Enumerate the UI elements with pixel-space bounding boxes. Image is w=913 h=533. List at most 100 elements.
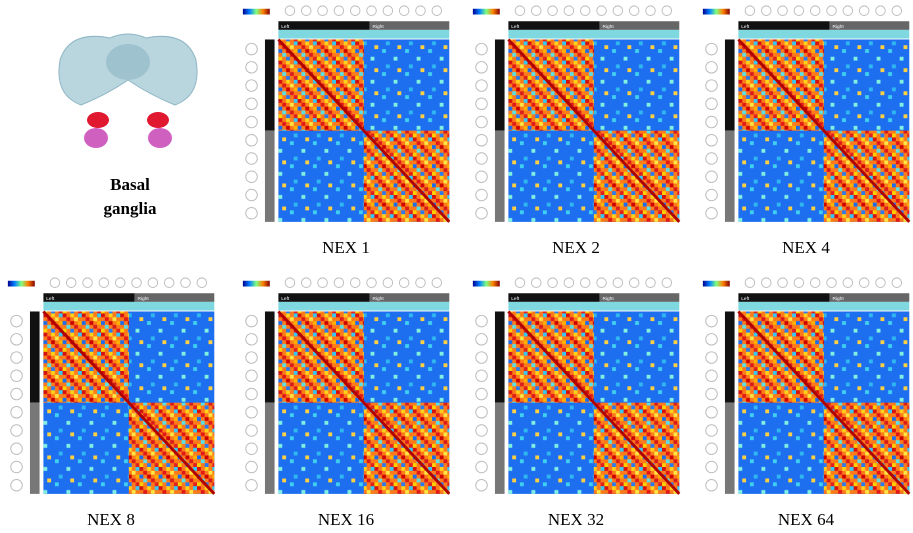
side-left <box>495 39 505 130</box>
region-icon <box>745 6 755 16</box>
side-left <box>725 311 735 402</box>
subheader <box>278 302 449 311</box>
region-icon <box>476 171 488 183</box>
region-icon <box>706 443 718 455</box>
region-icon <box>50 278 60 288</box>
header-label: Right <box>372 24 384 30</box>
region-icon <box>892 6 902 16</box>
matrix-panel: LeftRight <box>473 6 679 222</box>
header-label: Left <box>511 296 520 302</box>
region-icon <box>246 43 258 55</box>
region-icon <box>301 278 311 288</box>
header-label: Left <box>281 296 290 302</box>
region-icon <box>246 370 258 382</box>
region-icon <box>761 278 771 288</box>
region-icon <box>761 6 771 16</box>
region-icon <box>164 278 174 288</box>
region-icon <box>383 278 393 288</box>
region-icon <box>706 171 718 183</box>
region-icon <box>246 315 258 327</box>
panel-caption: NEX 16 <box>318 510 374 529</box>
region-icon <box>706 388 718 400</box>
header-label: Right <box>137 296 149 302</box>
region-icon <box>706 461 718 473</box>
region-icon <box>246 443 258 455</box>
side-left <box>495 311 505 402</box>
region-icon <box>613 278 623 288</box>
region-icon <box>580 6 590 16</box>
region-icon <box>246 189 258 201</box>
region-icon <box>99 278 109 288</box>
region-icon <box>476 370 488 382</box>
region-icon <box>706 207 718 219</box>
side-left <box>265 39 275 130</box>
region-icon <box>706 479 718 491</box>
region-icon <box>548 6 558 16</box>
panel-caption: NEX 32 <box>548 510 604 529</box>
region-icon <box>843 278 853 288</box>
region-icon <box>745 278 755 288</box>
region-icon <box>246 352 258 364</box>
region-icon <box>334 6 344 16</box>
region-icon <box>318 278 328 288</box>
region-icon <box>476 388 488 400</box>
region-icon <box>706 315 718 327</box>
region-icon <box>246 334 258 346</box>
header-label: Right <box>372 296 384 302</box>
region-icon <box>778 278 788 288</box>
side-left <box>30 311 40 402</box>
region-icon <box>706 352 718 364</box>
region-icon <box>367 6 377 16</box>
region-icon <box>11 425 23 437</box>
region-icon <box>843 6 853 16</box>
region-icon <box>564 278 574 288</box>
region-icon <box>810 278 820 288</box>
panel-caption: NEX 4 <box>782 238 830 257</box>
header-label: Right <box>832 296 844 302</box>
region-icon <box>706 135 718 147</box>
region-icon <box>476 461 488 473</box>
region-icon <box>148 278 158 288</box>
region-icon <box>246 153 258 165</box>
region-icon <box>399 278 409 288</box>
subheader <box>738 30 909 39</box>
region-icon <box>115 278 125 288</box>
region-icon <box>350 278 360 288</box>
region-icon <box>476 352 488 364</box>
header-left <box>738 293 829 302</box>
region-icon <box>246 425 258 437</box>
region-icon <box>11 315 23 327</box>
region-icon <box>197 278 207 288</box>
region-icon <box>476 189 488 201</box>
region-icon <box>301 6 311 16</box>
region-icon <box>706 43 718 55</box>
header-label: Right <box>832 24 844 30</box>
region-icon <box>350 6 360 16</box>
region-icon <box>548 278 558 288</box>
region-icon <box>859 6 869 16</box>
colorbar <box>703 281 730 287</box>
matrix-panel: Left Right <box>8 278 214 494</box>
header-label: Right <box>602 296 614 302</box>
region-icon <box>892 278 902 288</box>
region-icon <box>597 278 607 288</box>
region-icon <box>646 278 656 288</box>
matrix-panel: Left Right <box>703 6 909 222</box>
region-icon <box>515 278 525 288</box>
region-icon <box>515 6 525 16</box>
region-icon <box>11 443 23 455</box>
subheader <box>278 30 449 39</box>
region-icon <box>794 6 804 16</box>
header-left <box>508 21 599 30</box>
header-label: Left <box>46 296 55 302</box>
region-icon <box>564 6 574 16</box>
header-label: Left <box>511 24 520 30</box>
header-left <box>278 21 369 30</box>
region-icon <box>476 62 488 74</box>
region-icon <box>83 278 93 288</box>
header-label: Left <box>741 24 750 30</box>
region-icon <box>399 6 409 16</box>
header-left <box>278 293 369 302</box>
